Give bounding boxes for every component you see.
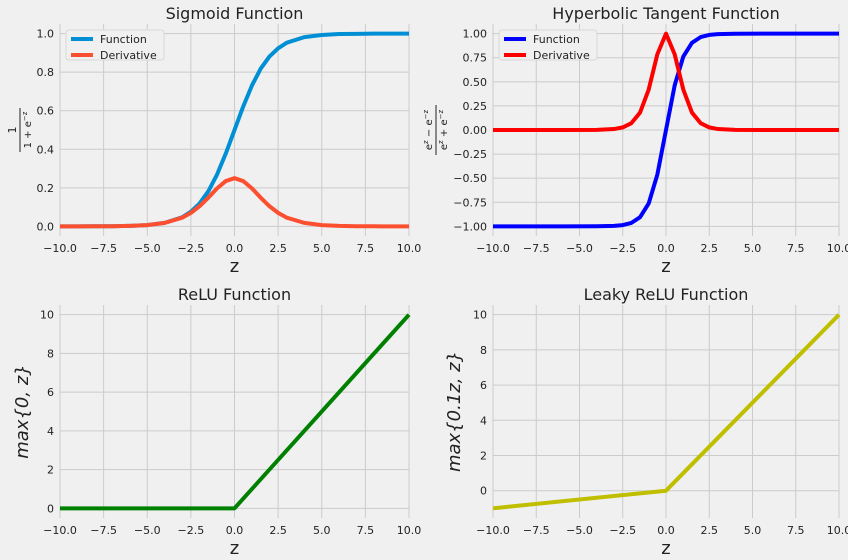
series-line-function bbox=[493, 31, 839, 229]
y-tick-label: −1.00 bbox=[453, 220, 487, 233]
x-tick-label: −10.0 bbox=[43, 242, 77, 255]
x-tick-label: −2.5 bbox=[609, 524, 636, 537]
x-tick-label: 7.5 bbox=[787, 524, 805, 537]
x-tick-label: −5.0 bbox=[134, 524, 161, 537]
legend: Function Derivative bbox=[65, 29, 165, 62]
y-tick-label: 0.50 bbox=[463, 76, 488, 89]
y-axis-label: max{0.1z, z} bbox=[444, 351, 465, 472]
y-tick-label: 8 bbox=[480, 344, 487, 357]
x-tick-label: −2.5 bbox=[609, 242, 636, 255]
series-line-derivative bbox=[493, 31, 839, 132]
x-tick-label: −5.0 bbox=[566, 524, 593, 537]
y-tick-label: 1.0 bbox=[37, 28, 55, 41]
chart-title: Sigmoid Function bbox=[166, 4, 304, 23]
x-tick-label: −2.5 bbox=[178, 524, 205, 537]
legend-label: Function bbox=[533, 33, 580, 46]
x-tick-label: −10.0 bbox=[43, 524, 77, 537]
y-tick-label: 2 bbox=[480, 450, 487, 463]
y-tick-label: 6 bbox=[480, 379, 487, 392]
x-tick-label: 0.0 bbox=[226, 524, 244, 537]
x-tick-label: 0.0 bbox=[657, 242, 675, 255]
panel-3: −10.0 −7.5 −5.0 −2.5 0.0 2.5 5.0 7.5 10.0 0 2 4 6 8 10… bbox=[12, 285, 421, 559]
chart-title: ReLU Function bbox=[178, 285, 291, 304]
y-tick-label: 10 bbox=[473, 309, 487, 322]
y-axis-label-denominator: ez + e−z bbox=[437, 110, 450, 151]
x-tick-label: −7.5 bbox=[90, 524, 117, 537]
x-tick-label: 2.5 bbox=[269, 242, 287, 255]
legend-label: Derivative bbox=[533, 49, 590, 62]
y-tick-label: 0 bbox=[480, 485, 487, 498]
x-tick-label: 7.5 bbox=[787, 242, 805, 255]
x-tick-label: −10.0 bbox=[476, 524, 510, 537]
y-tick-label: 0.8 bbox=[37, 66, 55, 79]
x-tick-label: −7.5 bbox=[523, 524, 550, 537]
x-tick-label: 5.0 bbox=[744, 242, 762, 255]
panel-4: −10.0 −7.5 −5.0 −2.5 0.0 2.5 5.0 7.5 10.0 0 2 4 6 8 10… bbox=[444, 285, 848, 559]
y-tick-label: 0.4 bbox=[37, 143, 55, 156]
y-tick-label: 0.2 bbox=[37, 182, 55, 195]
y-tick-label: −0.50 bbox=[453, 172, 487, 185]
y-axis-label: ez − e−zez + e−z bbox=[422, 105, 450, 155]
y-tick-label: 0.00 bbox=[463, 124, 488, 137]
y-tick-label: 0.6 bbox=[37, 105, 55, 118]
y-tick-label: 0.75 bbox=[463, 52, 488, 65]
series-line-derivative bbox=[59, 176, 410, 229]
x-tick-label: −10.0 bbox=[476, 242, 510, 255]
panel-1: −10.0 −7.5 −5.0 −2.5 0.0 2.5 5.0 7.5 10.0 0.0 0.2 0… bbox=[6, 4, 421, 277]
y-tick-label: 4 bbox=[480, 414, 487, 427]
x-tick-label: −7.5 bbox=[90, 242, 117, 255]
y-tick-label: 6 bbox=[47, 386, 54, 399]
x-tick-label: −7.5 bbox=[523, 242, 550, 255]
x-tick-label: 2.5 bbox=[701, 524, 719, 537]
x-tick-label: 5.0 bbox=[313, 524, 331, 537]
x-tick-label: 7.5 bbox=[357, 524, 375, 537]
y-tick-label: 2 bbox=[47, 464, 54, 477]
y-tick-label: 0 bbox=[47, 502, 54, 515]
legend: Function Derivative bbox=[498, 29, 598, 62]
series-line-series bbox=[60, 313, 411, 511]
y-tick-label: 8 bbox=[47, 347, 54, 360]
y-axis-label-numerator: 1 bbox=[6, 127, 19, 134]
legend-label: Function bbox=[100, 33, 147, 46]
y-tick-label: 10 bbox=[40, 309, 54, 322]
x-tick-label: −5.0 bbox=[134, 242, 161, 255]
y-tick-label: 0.25 bbox=[463, 100, 488, 113]
x-axis-label: z bbox=[661, 256, 670, 277]
x-tick-label: 10.0 bbox=[397, 242, 422, 255]
y-axis-label: max{0, z} bbox=[12, 364, 33, 458]
panel-2: −10.0 −7.5 −5.0 −2.5 0.0 2.5 5.0 7.5 10.0 −1.00 −0… bbox=[422, 4, 848, 277]
x-tick-label: 5.0 bbox=[313, 242, 331, 255]
legend-label: Derivative bbox=[100, 49, 157, 62]
x-tick-label: 5.0 bbox=[744, 524, 762, 537]
y-tick-label: 1.00 bbox=[463, 28, 488, 41]
x-axis-label: z bbox=[230, 256, 239, 277]
x-tick-label: 0.0 bbox=[226, 242, 244, 255]
x-tick-label: 10.0 bbox=[827, 524, 848, 537]
y-tick-label: −0.25 bbox=[453, 148, 487, 161]
x-tick-label: 2.5 bbox=[701, 242, 719, 255]
chart-title: Hyperbolic Tangent Function bbox=[552, 4, 779, 23]
x-tick-label: 2.5 bbox=[269, 524, 287, 537]
x-tick-label: −5.0 bbox=[566, 242, 593, 255]
y-tick-label: 0.0 bbox=[37, 220, 55, 233]
y-axis-label-numerator: ez − e−z bbox=[422, 110, 435, 151]
x-tick-label: −2.5 bbox=[178, 242, 205, 255]
x-tick-label: 10.0 bbox=[827, 242, 848, 255]
y-tick-label: −0.75 bbox=[453, 196, 487, 209]
y-tick-label: 4 bbox=[47, 425, 54, 438]
x-axis-label: z bbox=[230, 538, 239, 559]
x-tick-label: 7.5 bbox=[357, 242, 375, 255]
x-axis-label: z bbox=[661, 538, 670, 559]
x-tick-label: 0.0 bbox=[657, 524, 675, 537]
series-line-series bbox=[492, 313, 841, 511]
chart-title: Leaky ReLU Function bbox=[584, 285, 749, 304]
x-tick-label: 10.0 bbox=[397, 524, 422, 537]
